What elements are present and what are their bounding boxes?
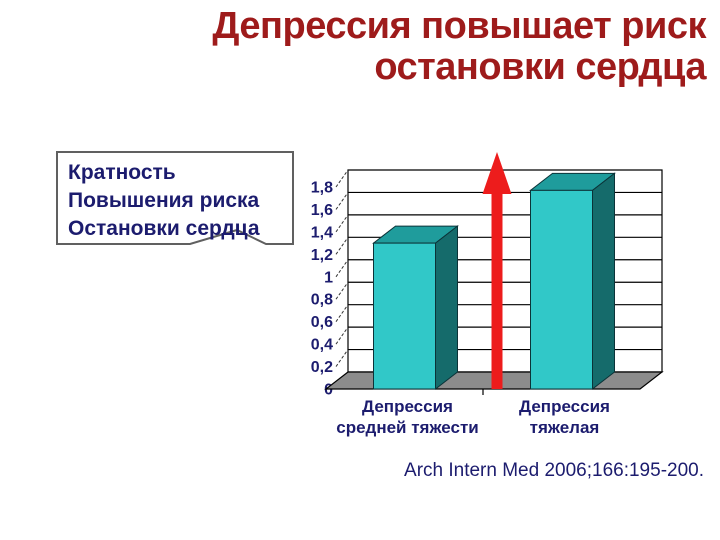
slide-title-line1: Депрессия повышает риск: [212, 5, 706, 47]
category-label: средней тяжести: [336, 418, 479, 437]
y-axis-label: 0,4: [311, 337, 333, 354]
bar-side-face: [592, 172, 615, 391]
bar-top-face: [372, 225, 459, 244]
y-axis-label: 1,8: [311, 180, 333, 197]
y-tick-leader: [335, 349, 349, 367]
y-tick-leader: [335, 237, 349, 255]
callout-box: Кратность Повышения риска Остановки серд…: [56, 151, 294, 245]
y-tick-leader: [335, 214, 349, 233]
category-label: тяжелая: [530, 418, 600, 437]
y-axis-label: 1: [324, 269, 333, 286]
y-tick-leader: [335, 259, 349, 278]
bar: [530, 189, 593, 390]
slide-title-line2: остановки сердца: [374, 46, 706, 88]
callout-line2: Повышения риска: [68, 189, 260, 212]
y-tick-leader: [335, 192, 349, 210]
y-axis-label: 1,2: [311, 247, 333, 264]
bar: [373, 242, 436, 390]
y-axis-label: 1,6: [311, 202, 333, 219]
y-tick-leader: [335, 326, 349, 345]
citation: Arch Intern Med 2006;166:195-200.: [404, 460, 704, 481]
chart-back-wall: [347, 169, 663, 373]
y-tick-leader: [335, 281, 349, 300]
bar-top-face: [529, 172, 616, 191]
y-tick-leader: [335, 169, 349, 188]
y-axis-label: 1,4: [311, 224, 333, 241]
y-axis-label: 0: [324, 382, 333, 399]
y-axis-label: 0,2: [311, 359, 333, 376]
category-label: Депрессия: [362, 397, 453, 416]
callout-line3: Остановки сердца: [68, 217, 260, 240]
callout-line1: Кратность: [68, 161, 176, 184]
y-axis-label: 0,8: [311, 292, 333, 309]
y-tick-leader: [335, 371, 349, 390]
bar-side-face: [435, 225, 458, 391]
category-label: Депрессия: [519, 397, 610, 416]
y-tick-leader: [335, 304, 349, 322]
y-axis-label: 0,6: [311, 314, 333, 331]
chart-floor: [324, 371, 664, 390]
up-arrow: [482, 152, 512, 389]
slide-title: Депрессия повышает риск остановки сердца: [66, 6, 706, 88]
